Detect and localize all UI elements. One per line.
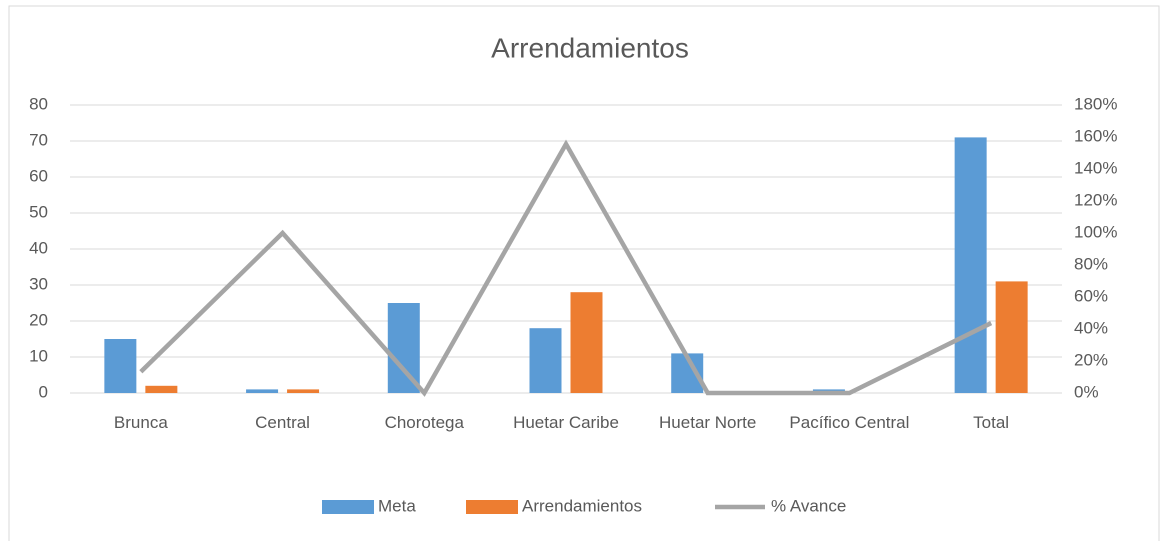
x-tick-label: Brunca	[113, 413, 168, 432]
y2-tick-label: 180%	[1074, 94, 1117, 113]
y2-tick-label: 40%	[1074, 318, 1108, 337]
bar	[287, 389, 320, 393]
y-tick-label: 30	[29, 274, 48, 293]
y-tick-label: 50	[29, 202, 48, 221]
x-tick-label: Chorotega	[384, 413, 464, 432]
x-tick-label: Total	[973, 413, 1010, 432]
bar	[246, 389, 279, 393]
y-tick-label: 0	[39, 382, 48, 401]
y2-tick-label: 80%	[1074, 254, 1108, 273]
y2-tick-label: 120%	[1074, 190, 1117, 209]
bar	[387, 303, 420, 393]
y2-tick-label: 60%	[1074, 286, 1108, 305]
y2-tick-label: 100%	[1074, 222, 1117, 241]
legend-label: Arrendamientos	[522, 496, 642, 515]
bar	[145, 385, 178, 393]
y-tick-label: 60	[29, 166, 48, 185]
bar	[104, 339, 137, 393]
x-tick-label: Pacífico Central	[789, 413, 910, 432]
x-tick-label: Central	[255, 413, 310, 432]
legend-swatch	[322, 500, 374, 514]
bar	[954, 137, 987, 393]
legend-label: Meta	[378, 496, 416, 515]
y-tick-label: 10	[29, 346, 48, 365]
bar	[570, 292, 603, 393]
chart-title: Arrendamientos	[491, 32, 689, 63]
bar	[995, 281, 1028, 393]
y-tick-label: 40	[29, 238, 48, 257]
legend-swatch	[466, 500, 518, 514]
y2-tick-label: 20%	[1074, 350, 1108, 369]
x-tick-label: Huetar Norte	[659, 413, 757, 432]
y-tick-label: 20	[29, 310, 48, 329]
line-series	[139, 139, 993, 397]
y-tick-label: 70	[29, 130, 48, 149]
y2-tick-label: 160%	[1074, 126, 1117, 145]
y2-tick-label: 0%	[1074, 382, 1099, 401]
y2-tick-label: 140%	[1074, 158, 1117, 177]
x-tick-label: Huetar Caribe	[513, 413, 619, 432]
y-tick-label: 80	[29, 94, 48, 113]
bar	[529, 328, 562, 393]
legend-label: % Avance	[771, 496, 846, 515]
